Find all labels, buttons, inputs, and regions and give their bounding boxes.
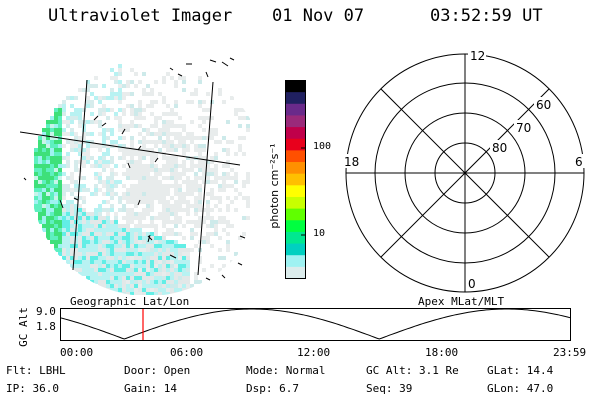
mode-status: Mode: Normal — [246, 364, 326, 377]
geo-latitude-status: GLat: 14.4 — [487, 364, 554, 377]
instrument-title: Ultraviolet Imager — [48, 6, 233, 26]
ip-status: IP: 36.0 — [6, 382, 59, 395]
filter-status: Flt: LBHL — [6, 364, 66, 377]
observation-time: 03:52:59 UT — [430, 6, 543, 26]
lat-label-80: 80 — [492, 141, 507, 155]
polar-grid: 12 18 6 0 60 70 80 — [342, 48, 587, 293]
time-tick-4: 23:59 — [553, 346, 587, 359]
mlt-label-18: 18 — [344, 155, 359, 169]
observation-date: 01 Nov 07 — [272, 6, 365, 26]
colorbar-unit-label: photon cm⁻²s⁻¹ — [268, 143, 281, 229]
auroral-image — [20, 57, 250, 295]
polar-projection-label: Apex MLat/MLT — [418, 295, 505, 308]
door-status: Door: Open — [124, 364, 191, 377]
colorbar-tick-100: 100 — [313, 141, 332, 152]
altitude-axis-label: GC Alt — [17, 307, 30, 347]
gc-altitude-status: GC Alt: 3.1 Re — [366, 364, 459, 377]
mlt-label-6: 6 — [575, 155, 583, 169]
gain-status: Gain: 14 — [124, 382, 177, 395]
geo-longitude-status: GLon: 47.0 — [487, 382, 554, 395]
time-tick-2: 12:00 — [297, 346, 331, 359]
orbit-altitude-plot — [60, 308, 571, 341]
time-tick-1: 06:00 — [170, 346, 204, 359]
altitude-tick-high: 9.0 — [36, 305, 56, 318]
dsp-status: Dsp: 6.7 — [246, 382, 299, 395]
lat-label-60: 60 — [536, 98, 551, 112]
time-tick-0: 00:00 — [60, 346, 94, 359]
color-scale-bar — [285, 80, 306, 280]
lat-label-70: 70 — [516, 121, 531, 135]
time-tick-3: 18:00 — [425, 346, 459, 359]
colorbar-tick-10: 10 — [313, 228, 326, 239]
altitude-tick-low: 1.8 — [36, 320, 56, 333]
mlt-label-0: 0 — [468, 277, 476, 291]
image-projection-label: Geographic Lat/Lon — [70, 295, 190, 308]
mlt-label-12: 12 — [470, 49, 485, 63]
sequence-status: Seq: 39 — [366, 382, 413, 395]
